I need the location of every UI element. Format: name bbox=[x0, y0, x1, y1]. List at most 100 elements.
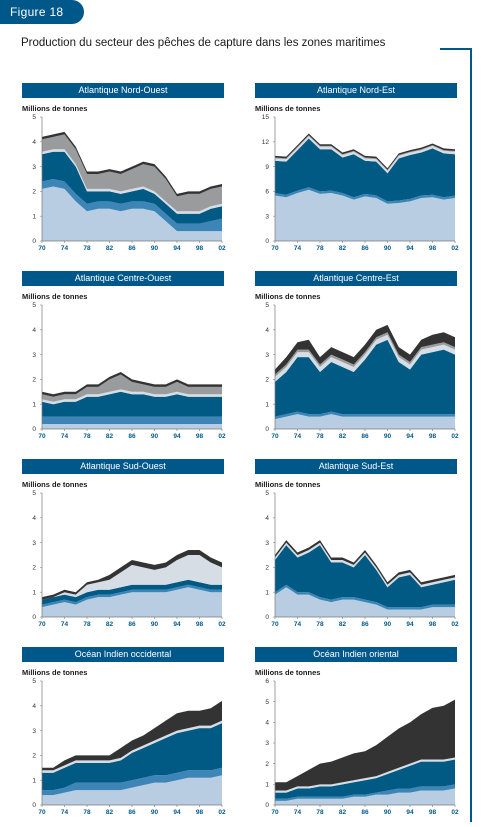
x-tick-label: 86 bbox=[128, 809, 136, 816]
y-tick-label: 4 bbox=[265, 720, 269, 727]
area-series bbox=[42, 186, 222, 241]
x-tick-label: 78 bbox=[316, 245, 324, 252]
x-tick-label: 82 bbox=[339, 245, 347, 252]
y-tick-label: 2 bbox=[265, 377, 269, 384]
x-tick-label: 74 bbox=[61, 433, 69, 440]
y-tick-label: 6 bbox=[265, 678, 269, 685]
y-tick-label: 2 bbox=[32, 189, 36, 196]
x-tick-label: 02 bbox=[218, 809, 226, 816]
area-series bbox=[275, 757, 455, 793]
x-tick-label: 82 bbox=[106, 433, 114, 440]
area-series bbox=[42, 374, 222, 402]
x-tick-label: 82 bbox=[106, 621, 114, 628]
area-series bbox=[42, 151, 222, 224]
y-tick-label: 0 bbox=[265, 802, 269, 809]
x-tick-label: 78 bbox=[83, 245, 91, 252]
x-tick-label: 78 bbox=[83, 433, 91, 440]
y-axis-label: Millions de tonnes bbox=[22, 668, 88, 677]
area-series bbox=[275, 759, 455, 799]
y-tick-label: 12 bbox=[262, 139, 270, 146]
y-tick-label: 4 bbox=[32, 703, 36, 710]
area-series bbox=[275, 334, 455, 382]
area-series bbox=[42, 416, 222, 425]
y-tick-label: 5 bbox=[32, 490, 36, 497]
chart-title: Océan Indien occidental bbox=[22, 647, 224, 662]
x-tick-label: 86 bbox=[128, 245, 136, 252]
area-series bbox=[275, 545, 455, 608]
x-tick-label: 82 bbox=[106, 809, 114, 816]
x-tick-label: 90 bbox=[151, 809, 159, 816]
y-tick-label: 5 bbox=[32, 302, 36, 309]
y-tick-label: 0 bbox=[32, 238, 36, 245]
x-tick-label: 98 bbox=[196, 433, 204, 440]
x-tick-label: 78 bbox=[316, 809, 324, 816]
chart-title: Atlantique Nord-Ouest bbox=[22, 83, 224, 98]
chart-panel: Océan Indien oriental Millions de tonnes… bbox=[255, 647, 479, 827]
x-tick-label: 78 bbox=[83, 809, 91, 816]
y-tick-label: 0 bbox=[32, 426, 36, 433]
y-tick-label: 1 bbox=[32, 401, 36, 408]
area-series bbox=[275, 138, 455, 202]
y-tick-label: 4 bbox=[32, 139, 36, 146]
x-tick-label: 98 bbox=[429, 245, 437, 252]
area-chart: 0 1 2 3 4 5 70 74 78 82 86 90 94 98 02 bbox=[265, 302, 459, 440]
x-tick-label: 70 bbox=[38, 809, 46, 816]
area-series bbox=[42, 391, 222, 417]
x-tick-label: 02 bbox=[451, 809, 459, 816]
y-tick-label: 2 bbox=[265, 761, 269, 768]
area-series bbox=[275, 339, 455, 417]
area-series bbox=[275, 784, 455, 801]
area-series bbox=[42, 555, 222, 600]
area-series bbox=[42, 700, 222, 771]
chart-panel: Atlantique Nord-Est Millions de tonnes 0… bbox=[255, 83, 479, 263]
y-tick-label: 1 bbox=[265, 589, 269, 596]
x-tick-label: 74 bbox=[61, 621, 69, 628]
x-tick-label: 90 bbox=[384, 245, 392, 252]
x-tick-label: 70 bbox=[271, 245, 279, 252]
x-tick-label: 70 bbox=[271, 809, 279, 816]
x-tick-label: 82 bbox=[339, 433, 347, 440]
frame-right-rule bbox=[470, 48, 472, 822]
x-tick-label: 02 bbox=[218, 621, 226, 628]
x-tick-label: 90 bbox=[151, 245, 159, 252]
area-series bbox=[42, 775, 222, 805]
y-tick-label: 2 bbox=[32, 753, 36, 760]
area-chart: 0 3 6 9 12 15 70 74 78 82 86 90 94 98 02 bbox=[262, 114, 459, 252]
area-series bbox=[275, 189, 455, 241]
area-series bbox=[42, 371, 222, 397]
y-axis-label: Millions de tonnes bbox=[22, 292, 88, 301]
y-tick-label: 0 bbox=[265, 614, 269, 621]
x-tick-label: 90 bbox=[384, 621, 392, 628]
chart-panel: Atlantique Nord-Ouest Millions de tonnes… bbox=[22, 83, 246, 263]
area-series bbox=[42, 720, 222, 773]
x-tick-label: 98 bbox=[429, 809, 437, 816]
area-series bbox=[275, 411, 455, 420]
page-title: Production du secteur des pêches de capt… bbox=[21, 37, 386, 49]
x-tick-label: 86 bbox=[361, 621, 369, 628]
x-tick-label: 86 bbox=[361, 433, 369, 440]
x-tick-label: 94 bbox=[173, 245, 181, 252]
y-tick-label: 4 bbox=[32, 515, 36, 522]
x-tick-label: 94 bbox=[173, 433, 181, 440]
x-tick-label: 98 bbox=[429, 621, 437, 628]
x-tick-label: 82 bbox=[339, 621, 347, 628]
area-series bbox=[275, 788, 455, 805]
y-tick-label: 0 bbox=[32, 614, 36, 621]
x-tick-label: 78 bbox=[316, 433, 324, 440]
area-series bbox=[275, 540, 455, 585]
x-tick-label: 02 bbox=[451, 621, 459, 628]
area-series bbox=[42, 587, 222, 617]
area-chart: 0 1 2 3 4 5 70 74 78 82 86 90 94 98 02 bbox=[32, 114, 226, 252]
x-tick-label: 74 bbox=[61, 245, 69, 252]
x-tick-label: 98 bbox=[196, 621, 204, 628]
y-tick-label: 3 bbox=[32, 352, 36, 359]
area-series bbox=[275, 414, 455, 429]
x-tick-label: 70 bbox=[38, 433, 46, 440]
y-tick-label: 4 bbox=[265, 515, 269, 522]
area-series bbox=[42, 179, 222, 232]
chart-panel: Atlantique Sud-Est Millions de tonnes 0 1… bbox=[255, 459, 479, 639]
area-series bbox=[42, 389, 222, 405]
chart-title: Atlantique Centre-Est bbox=[255, 271, 457, 286]
x-tick-label: 86 bbox=[128, 621, 136, 628]
x-tick-label: 02 bbox=[451, 245, 459, 252]
